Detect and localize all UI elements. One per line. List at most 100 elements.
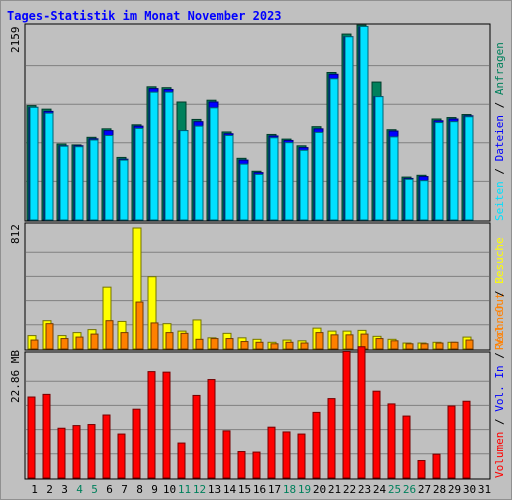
bar-volumen-day-15 [237,451,246,479]
bar-rechner-day-30 [465,339,474,350]
bar-volumen-day-26 [402,415,411,479]
bar-seiten-day-8 [134,127,144,221]
x-tick-label-19: 19 [298,483,311,496]
x-tick-label-26: 26 [403,483,416,496]
bar-seiten-day-30 [464,116,474,221]
chart-title: Tages-Statistik im Monat November 2023 [7,9,282,23]
x-tick-label-16: 16 [253,483,266,496]
x-tick-label-4: 4 [76,483,83,496]
bar-rechner-day-22 [345,334,354,350]
bar-rechner-day-19 [300,342,309,350]
bar-volumen-day-11 [177,442,186,479]
legend-entry-volumen: Volumen [493,432,506,478]
x-tick-label-1: 1 [31,483,38,496]
bar-rechner-day-27 [420,343,429,350]
legend-entry-rechner: Rechner [493,303,506,350]
bar-seiten-day-13 [209,107,219,221]
bar-seiten-day-20 [314,131,324,221]
bar-volumen-day-1 [27,396,36,479]
bar-rechner-day-17 [270,343,279,350]
y-max-label-3: 22.86 MB [9,350,22,403]
bar-volumen-day-12 [192,394,201,479]
legend-entry-besuche: Besuche [493,237,506,283]
bar-volumen-day-4 [72,425,81,479]
bar-volumen-day-10 [162,371,171,479]
bar-volumen-day-14 [222,430,231,479]
bar-rechner-day-25 [390,340,399,350]
legend-visits: Rechner / Besuche [493,237,506,350]
bar-seiten-day-16 [254,173,264,221]
bar-volumen-day-23 [357,346,366,479]
bar-rechner-day-5 [90,333,99,350]
bar-seiten-day-12 [194,125,204,221]
x-tick-label-21: 21 [328,483,341,496]
bar-volumen-day-2 [42,393,51,479]
bar-rechner-day-15 [240,341,249,350]
bar-volumen-day-5 [87,424,96,479]
bar-seiten-day-14 [224,135,234,221]
bar-rechner-day-1 [30,339,39,350]
bar-seiten-day-15 [239,163,249,221]
bar-volumen-day-28 [432,453,441,479]
bar-rechner-day-20 [315,332,324,350]
bar-volumen-day-6 [102,414,111,479]
bar-volumen-day-24 [372,390,381,479]
bar-rechner-day-13 [210,338,219,350]
bar-seiten-day-11 [179,130,189,221]
bar-volumen-day-3 [57,427,66,479]
x-tick-label-20: 20 [313,483,326,496]
bar-seiten-day-4 [74,146,84,221]
x-tick-label-27: 27 [418,483,431,496]
legend-entry-anfragen: Anfragen [493,42,506,95]
x-tick-label-15: 15 [238,483,251,496]
bar-rechner-day-4 [75,336,84,350]
x-tick-label-25: 25 [388,483,401,496]
bar-seiten-day-9 [149,91,159,221]
bar-volumen-day-9 [147,371,156,479]
legend-entry-volin: Vol. In [493,365,506,411]
y-max-label-1: 2159 [9,27,22,54]
bar-rechner-day-18 [285,341,294,350]
bar-seiten-day-6 [104,135,114,221]
x-tick-label-2: 2 [46,483,53,496]
x-tick-label-24: 24 [373,483,387,496]
bar-seiten-day-23 [359,25,369,221]
bar-seiten-day-25 [389,136,399,221]
bar-rechner-day-14 [225,338,234,350]
bar-rechner-day-3 [60,338,69,350]
bar-rechner-day-24 [375,338,384,350]
bar-rechner-day-12 [195,338,204,350]
bar-seiten-day-10 [164,91,174,221]
x-tick-label-14: 14 [223,483,237,496]
bar-seiten-day-5 [89,139,99,221]
bar-rechner-day-29 [450,341,459,350]
bar-seiten-day-22 [344,36,354,221]
bar-volumen-day-17 [267,426,276,479]
legend-entry-volout: Vol. Out [493,293,506,346]
x-tick-label-31: 31 [478,483,491,496]
bar-seiten-day-18 [284,142,294,221]
x-tick-label-29: 29 [448,483,461,496]
bar-volumen-day-7 [117,433,126,479]
bar-seiten-day-19 [299,149,309,221]
bar-rechner-day-7 [120,332,129,350]
bar-volumen-day-21 [327,398,336,479]
bar-seiten-day-29 [449,121,459,221]
bar-rechner-day-9 [150,322,159,350]
y-max-label-2: 812 [9,224,22,244]
bar-rechner-day-8 [135,301,144,350]
bar-seiten-day-7 [119,159,129,221]
bar-volumen-day-30 [462,400,471,479]
x-tick-label-8: 8 [136,483,143,496]
x-tick-label-7: 7 [121,483,128,496]
bar-rechner-day-16 [255,341,264,350]
bar-seiten-day-2 [44,112,54,221]
bar-volumen-day-27 [417,460,426,479]
bar-rechner-day-21 [330,334,339,350]
x-tick-label-23: 23 [358,483,371,496]
bar-volumen-day-16 [252,451,261,479]
bar-rechner-day-28 [435,342,444,350]
bar-seiten-day-1 [29,106,39,221]
bar-seiten-day-21 [329,78,339,221]
